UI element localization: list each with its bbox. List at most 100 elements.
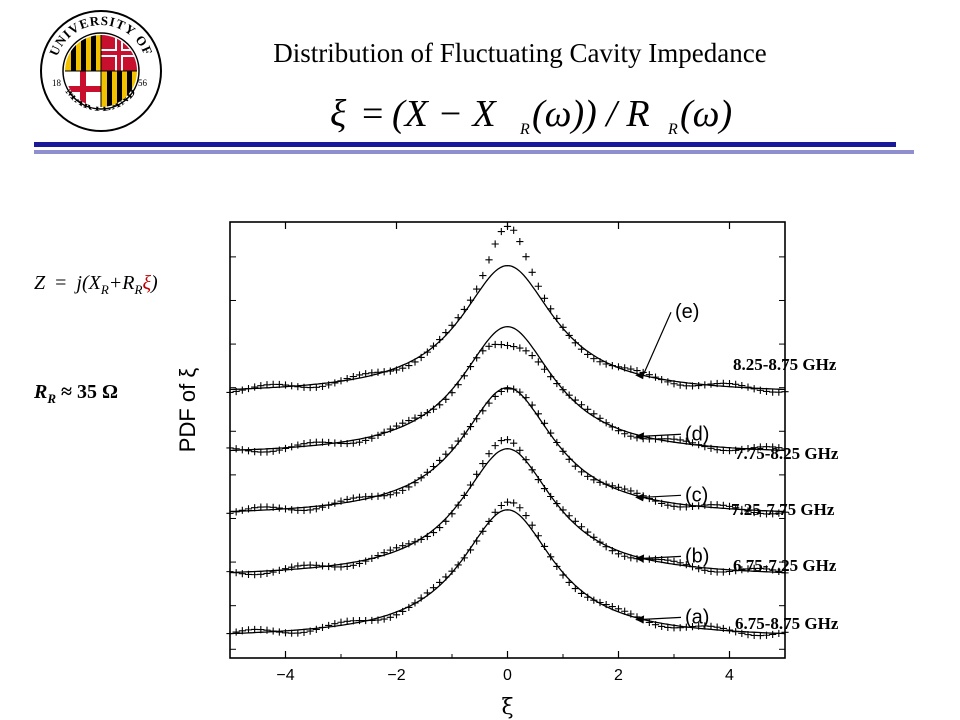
data-marker <box>269 568 277 576</box>
data-marker <box>528 401 536 409</box>
data-marker <box>676 503 684 511</box>
data-marker <box>596 598 604 607</box>
data-marker <box>510 439 518 447</box>
data-marker <box>399 364 407 372</box>
data-marker <box>670 502 678 510</box>
data-marker <box>281 381 290 389</box>
data-marker <box>405 483 413 491</box>
data-marker <box>355 616 364 625</box>
data-marker <box>553 438 561 447</box>
data-marker <box>744 507 752 515</box>
data-marker <box>732 628 740 636</box>
data-marker <box>485 517 493 526</box>
data-marker <box>399 542 407 550</box>
data-marker <box>719 501 727 509</box>
data-marker <box>781 508 789 516</box>
data-marker <box>732 504 740 512</box>
data-marker <box>713 446 721 454</box>
data-marker <box>719 446 727 455</box>
data-marker <box>312 383 320 391</box>
data-marker <box>417 594 425 602</box>
data-marker <box>257 570 265 578</box>
data-marker <box>349 617 357 625</box>
data-marker <box>769 388 777 396</box>
data-marker <box>405 361 413 370</box>
data-marker <box>368 616 376 625</box>
header-rule-light <box>34 150 914 154</box>
data-marker <box>349 561 357 569</box>
data-marker <box>460 554 468 562</box>
data-marker <box>627 610 635 618</box>
data-marker <box>559 571 567 579</box>
data-marker <box>497 501 505 510</box>
data-marker <box>306 627 314 635</box>
data-marker <box>596 478 604 486</box>
data-marker <box>392 544 401 552</box>
data-marker <box>590 533 598 541</box>
data-marker <box>750 385 758 393</box>
data-marker <box>466 481 475 489</box>
data-marker <box>670 557 678 565</box>
data-marker <box>294 441 302 449</box>
data-marker <box>473 415 481 423</box>
data-marker <box>491 442 499 450</box>
data-marker <box>590 596 598 604</box>
leader-line <box>643 555 682 559</box>
data-marker <box>651 621 660 629</box>
data-marker <box>559 447 567 455</box>
data-marker <box>269 627 277 635</box>
data-marker <box>460 430 468 438</box>
data-marker <box>423 532 431 541</box>
data-marker <box>651 555 660 563</box>
data-marker <box>337 563 345 571</box>
data-marker <box>621 364 629 372</box>
data-marker <box>510 499 518 507</box>
data-marker <box>664 623 672 632</box>
data-marker <box>306 561 314 569</box>
data-marker <box>244 447 253 455</box>
data-marker <box>645 494 653 503</box>
data-marker <box>355 371 364 379</box>
data-marker <box>232 508 240 516</box>
rr-value-label: RR ≈ 35 Ω <box>34 381 119 406</box>
data-marker <box>362 557 370 565</box>
data-marker <box>738 566 746 574</box>
data-marker <box>744 565 752 573</box>
data-marker <box>232 387 240 396</box>
data-marker <box>380 549 388 557</box>
data-marker <box>547 429 555 437</box>
formula-omega1: (ω)) / R <box>532 93 650 135</box>
data-marker <box>263 381 271 389</box>
data-marker <box>756 564 764 573</box>
data-marker <box>503 436 512 444</box>
data-marker <box>682 382 690 390</box>
data-marker <box>614 550 623 558</box>
data-marker <box>405 540 413 548</box>
data-marker <box>325 438 333 447</box>
data-marker <box>318 382 327 390</box>
data-marker <box>510 385 518 393</box>
data-marker <box>614 483 623 491</box>
data-marker <box>349 494 357 502</box>
data-marker <box>633 367 641 375</box>
formula-xi: ξ <box>330 93 347 135</box>
data-marker <box>226 630 234 638</box>
data-marker <box>251 448 259 456</box>
x-tick-label: 4 <box>725 667 734 684</box>
data-marker <box>534 532 542 540</box>
data-marker <box>627 554 635 562</box>
data-marker <box>411 599 419 607</box>
data-marker <box>238 506 246 514</box>
data-marker <box>695 565 703 573</box>
data-marker <box>300 628 308 636</box>
data-marker <box>257 382 265 390</box>
data-marker <box>707 444 715 452</box>
data-marker <box>325 621 333 630</box>
data-marker <box>466 422 475 431</box>
data-marker <box>429 405 438 413</box>
data-marker <box>238 627 246 635</box>
data-marker <box>318 623 327 632</box>
data-marker <box>577 401 586 409</box>
data-marker <box>454 561 462 569</box>
data-marker <box>645 555 653 563</box>
